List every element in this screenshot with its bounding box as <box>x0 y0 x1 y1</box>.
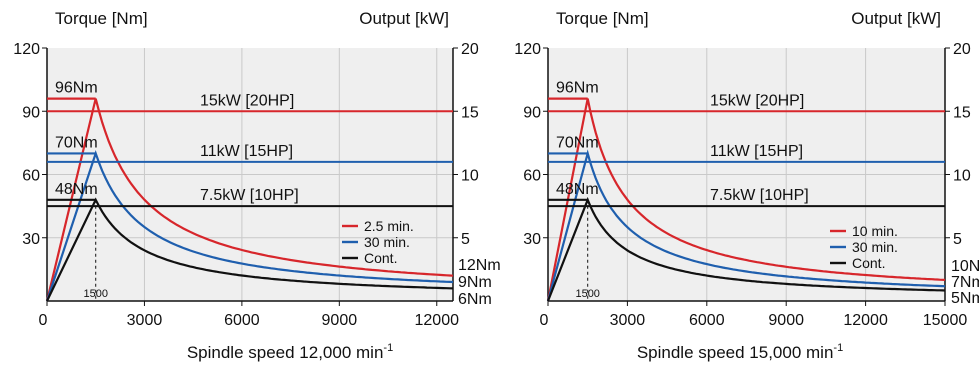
power-label-1: 15kW [20HP] <box>710 92 804 109</box>
x-tick-label: 3000 <box>127 312 163 329</box>
right-axis-title: Output [kW] <box>851 9 941 28</box>
legend-label-1: 10 min. <box>852 223 898 239</box>
legend-label-1: 2.5 min. <box>364 218 414 234</box>
legend-label-2: 30 min. <box>364 234 410 250</box>
series-2-end-label: 7Nm <box>951 274 979 291</box>
chart-2: Torque [Nm] Output [kW] 30 60 90 120 5 10 15 20 0 3… <box>514 9 979 362</box>
y-tick-label: 30 <box>22 231 40 248</box>
right-tick-label: 20 <box>953 41 971 58</box>
x-tick-label: 6000 <box>224 312 260 329</box>
series-2-end-label: 9Nm <box>458 274 492 291</box>
power-label-3: 7.5kW [10HP] <box>200 187 299 204</box>
x-tick-label: 12000 <box>415 312 460 329</box>
right-tick-label: 15 <box>953 104 971 121</box>
right-tick-label: 10 <box>461 168 479 185</box>
x-tick-label: 0 <box>540 312 549 329</box>
chart-1: Torque [Nm] Output [kW] 30 60 90 120 5 10 15 20 0 3… <box>13 9 500 362</box>
base-speed-label: 1500 <box>83 288 107 300</box>
series-3-end-label: 6Nm <box>458 291 492 308</box>
series-3-end-label: 5Nm <box>951 290 979 307</box>
legend-label-2: 30 min. <box>852 239 898 255</box>
power-label-2: 11kW [15HP] <box>200 143 293 160</box>
series-3-peak-label: 48Nm <box>556 181 599 198</box>
y-tick-label: 30 <box>523 231 541 248</box>
y-tick-label: 90 <box>523 104 541 121</box>
x-tick-label: 15000 <box>923 312 968 329</box>
series-1-peak-label: 96Nm <box>55 80 98 97</box>
left-axis-title: Torque [Nm] <box>556 9 649 28</box>
power-label-1: 15kW [20HP] <box>200 92 294 109</box>
left-axis-title: Torque [Nm] <box>55 9 148 28</box>
x-tick-label: 3000 <box>610 312 646 329</box>
series-3-torque-curve <box>546 196 946 302</box>
y-tick-label: 90 <box>22 104 40 121</box>
series-2-peak-label: 70Nm <box>55 134 98 151</box>
series-3-torque-curve <box>46 197 454 302</box>
y-tick-label: 60 <box>523 168 541 185</box>
x-axis-caption: Spindle speed 15,000 min-1 <box>637 342 843 362</box>
right-axis-title: Output [kW] <box>359 9 449 28</box>
right-tick-label: 10 <box>953 168 971 185</box>
power-label-3: 7.5kW [10HP] <box>710 187 809 204</box>
series-3-peak-label: 48Nm <box>55 181 98 198</box>
x-tick-label: 9000 <box>322 312 358 329</box>
series-1-end-label: 12Nm <box>458 257 501 274</box>
right-tick-label: 20 <box>461 41 479 58</box>
legend-label-3: Cont. <box>852 255 885 271</box>
series-2-peak-label: 70Nm <box>556 134 599 151</box>
series-2-torque-curve <box>546 149 946 302</box>
legend-label-3: Cont. <box>364 250 397 266</box>
series-1-torque-curve <box>546 98 946 302</box>
y-tick-label: 60 <box>22 168 40 185</box>
x-axis-caption: Spindle speed 12,000 min-1 <box>187 342 393 362</box>
base-speed-label: 1500 <box>575 288 599 300</box>
x-tick-label: 9000 <box>768 312 804 329</box>
series-1-torque-curve <box>45 98 454 302</box>
right-tick-label: 15 <box>461 104 479 121</box>
right-tick-label: 5 <box>461 231 470 248</box>
y-tick-label: 120 <box>13 41 40 58</box>
x-tick-label: 0 <box>39 312 48 329</box>
right-tick-label: 5 <box>953 231 962 248</box>
x-tick-label: 12000 <box>843 312 888 329</box>
power-label-2: 11kW [15HP] <box>710 143 803 160</box>
series-1-end-label: 10Nm <box>951 258 979 275</box>
series-2-torque-curve <box>45 150 454 302</box>
series-1-peak-label: 96Nm <box>556 80 599 97</box>
y-tick-label: 120 <box>514 41 541 58</box>
x-tick-label: 6000 <box>689 312 725 329</box>
